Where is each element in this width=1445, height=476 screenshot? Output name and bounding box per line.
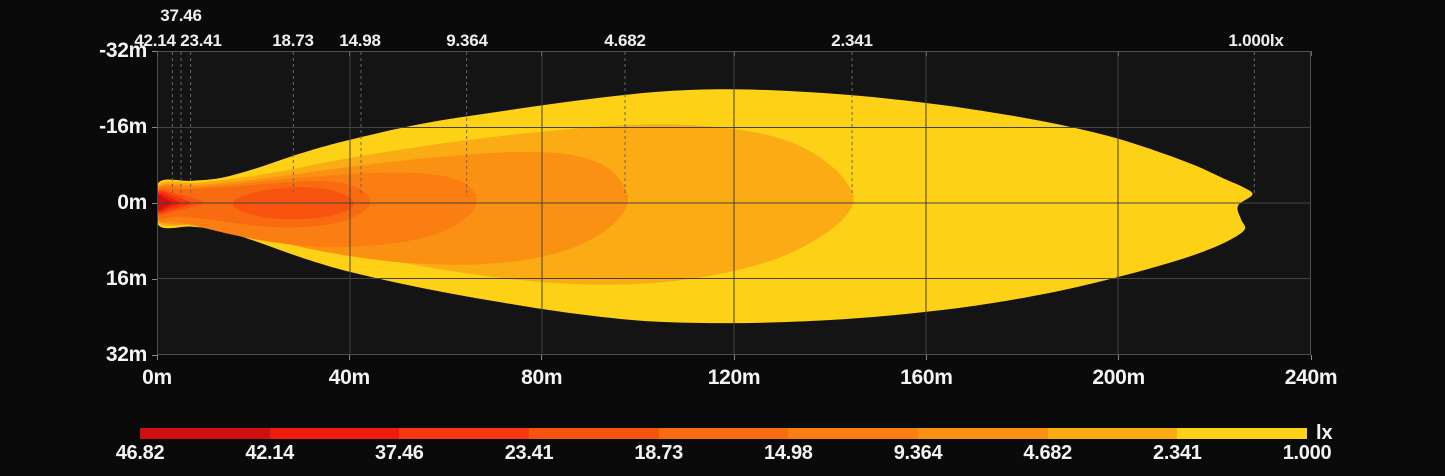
y-axis-tick-mark — [152, 50, 157, 52]
colorbar-boundary-label: 2.341 — [1153, 442, 1202, 464]
colorbar-boundary-label: 1.000 — [1282, 442, 1332, 464]
colorbar-segment — [399, 428, 530, 439]
x-axis-tick-mark — [541, 355, 543, 360]
x-axis-tick-label: 120m — [707, 366, 761, 389]
distance-marker-label: 1.000lx — [1228, 31, 1284, 50]
x-axis-tick-mark — [925, 355, 927, 360]
y-axis-tick-label: -16m — [99, 115, 147, 138]
colorbar-boundary-label: 46.82 — [115, 442, 165, 464]
distance-marker-label: 14.98 — [339, 31, 381, 50]
colorbar-segment — [269, 428, 400, 439]
colorbar-boundary-label: 37.46 — [375, 442, 424, 464]
x-axis-tick-label: 80m — [521, 366, 563, 389]
x-axis-top-tick-mark — [733, 51, 735, 56]
colorbar-segment — [658, 428, 789, 439]
x-axis-top-tick-mark — [348, 51, 350, 56]
x-axis-top-tick-mark — [1310, 51, 1312, 56]
x-axis-top-tick-mark — [1118, 51, 1120, 56]
y-axis-tick-mark — [152, 354, 157, 356]
distance-marker-label: 42.14 — [134, 31, 176, 50]
colorbar-segment — [788, 428, 919, 439]
colorbar-unit-label: lx — [1316, 422, 1333, 444]
colorbar-boundary-label: 9.364 — [893, 442, 943, 464]
colorbar-boundary-label: 14.98 — [764, 442, 813, 464]
x-axis-tick-label: 200m — [1092, 366, 1145, 389]
colorbar-segment — [140, 428, 270, 439]
colorbar-boundary-label: 18.73 — [634, 442, 683, 464]
x-axis-top-tick-mark — [541, 51, 543, 56]
y-axis-tick-label: 0m — [117, 191, 147, 214]
colorbar-boundary-label: 42.14 — [245, 442, 294, 464]
y-axis-tick-mark — [152, 278, 157, 280]
x-axis-tick-mark — [156, 355, 158, 360]
distance-marker-label: 9.364 — [446, 31, 488, 50]
beam-contour-svg — [158, 52, 1310, 354]
colorbar-boundary-label: 4.682 — [1023, 442, 1072, 464]
distance-marker-label: 37.46 — [160, 6, 202, 25]
x-axis-tick-label: 160m — [900, 366, 953, 389]
colorbar-segment — [918, 428, 1048, 439]
distance-marker-label: 4.682 — [604, 31, 646, 50]
x-axis-tick-mark — [1310, 355, 1312, 360]
lux-colorbar — [140, 428, 1308, 439]
x-axis-tick-label: 40m — [328, 366, 370, 389]
x-axis-tick-label: 0m — [142, 366, 172, 389]
plot-area — [157, 51, 1311, 355]
y-axis-tick-label: 16m — [105, 267, 147, 290]
colorbar-boundary-label: 23.41 — [504, 442, 554, 464]
y-axis-tick-mark — [152, 202, 157, 204]
x-axis-tick-mark — [733, 355, 735, 360]
x-axis-top-tick-mark — [925, 51, 927, 56]
colorbar-segment — [1177, 428, 1308, 439]
distance-marker-label: 2.341 — [831, 31, 873, 50]
distance-marker-label: 18.73 — [272, 31, 314, 50]
x-axis-tick-label: 240m — [1284, 366, 1338, 389]
distance-marker-label: 23.41 — [180, 31, 222, 50]
colorbar-segment — [1047, 428, 1178, 439]
x-axis-tick-mark — [348, 355, 350, 360]
y-axis-tick-mark — [152, 126, 157, 128]
y-axis-tick-label: -32m — [99, 39, 147, 62]
x-axis-tick-mark — [1118, 355, 1120, 360]
x-axis-top-tick-mark — [156, 51, 158, 56]
y-axis-tick-label: 32m — [105, 343, 147, 366]
colorbar-segment — [529, 428, 659, 439]
